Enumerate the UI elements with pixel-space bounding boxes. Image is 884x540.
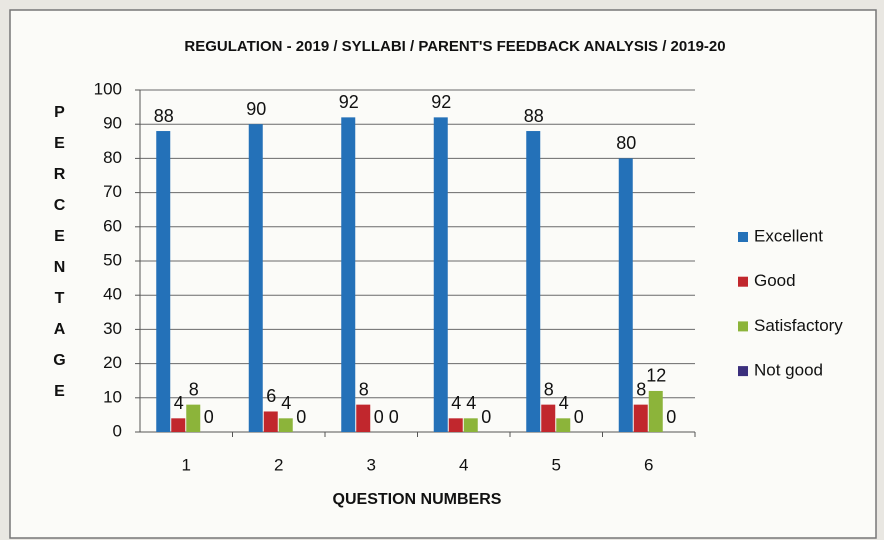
data-label: 88 (154, 106, 174, 126)
data-label: 0 (574, 407, 584, 427)
y-tick-label: 90 (103, 114, 122, 133)
data-label: 8 (189, 379, 199, 399)
bar (156, 131, 171, 433)
data-label: 0 (666, 407, 676, 427)
data-label: 4 (174, 393, 184, 413)
data-label: 6 (266, 386, 276, 406)
data-label: 4 (466, 393, 476, 413)
data-label: 80 (616, 133, 636, 153)
bar (248, 124, 263, 432)
bar (463, 418, 478, 432)
data-label: 12 (646, 366, 666, 386)
legend-label: Not good (754, 361, 823, 380)
bar (633, 404, 648, 432)
data-label: 92 (339, 92, 359, 112)
legend-label: Good (754, 271, 796, 290)
bar (186, 404, 201, 432)
legend-swatch (738, 366, 748, 377)
bar (556, 418, 571, 432)
y-tick-label: 70 (103, 182, 122, 201)
data-label: 4 (451, 393, 461, 413)
bar (526, 131, 541, 433)
y-tick-label: 20 (103, 353, 122, 372)
data-label: 90 (246, 99, 266, 119)
y-tick-label: 100 (94, 79, 122, 98)
data-label: 4 (281, 393, 291, 413)
x-axis-title: QUESTION NUMBERS (333, 491, 502, 508)
y-tick-label: 80 (103, 148, 122, 167)
data-label: 8 (544, 379, 554, 399)
chart-title: REGULATION - 2019 / SYLLABI / PARENT'S F… (184, 38, 725, 55)
x-tick-label: 5 (552, 455, 561, 474)
legend-label: Excellent (754, 226, 823, 245)
y-axis-title: PERCENTAGE (51, 104, 68, 414)
bar (278, 418, 293, 432)
data-label: 8 (636, 379, 646, 399)
bar (448, 418, 463, 432)
legend-swatch (738, 276, 748, 287)
data-label: 0 (296, 407, 306, 427)
y-tick-label: 40 (103, 285, 122, 304)
legend-swatch (738, 232, 748, 242)
x-tick-label: 6 (644, 455, 653, 474)
x-tick-label: 1 (182, 455, 191, 474)
bar (356, 404, 371, 432)
data-label: 0 (481, 407, 491, 427)
bar (341, 117, 356, 433)
bar (433, 117, 448, 433)
x-tick-label: 2 (274, 455, 283, 474)
bar (171, 418, 186, 432)
bar (541, 404, 556, 432)
y-tick-label: 0 (113, 421, 122, 440)
data-label: 0 (374, 407, 384, 427)
y-tick-label: 50 (103, 250, 122, 269)
legend-label: Satisfactory (754, 316, 843, 335)
data-label: 4 (559, 393, 569, 413)
x-tick-label: 4 (459, 455, 468, 474)
y-tick-label: 10 (103, 387, 122, 406)
bar (263, 411, 278, 432)
data-label: 92 (431, 92, 451, 112)
data-label: 88 (524, 106, 544, 126)
data-label: 0 (389, 407, 399, 427)
data-label: 0 (204, 407, 214, 427)
y-tick-label: 30 (103, 319, 122, 338)
bar (618, 158, 633, 432)
bar (648, 390, 663, 432)
data-label: 8 (359, 379, 369, 399)
x-tick-label: 3 (367, 455, 376, 474)
y-tick-label: 60 (103, 216, 122, 235)
legend-swatch (738, 321, 748, 332)
